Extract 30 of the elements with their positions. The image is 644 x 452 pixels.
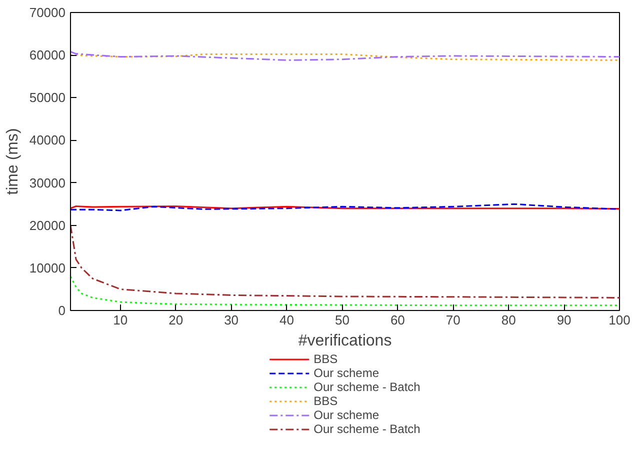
- y-axis-title: time (ms): [4, 128, 22, 195]
- y-tick-label: 60000: [29, 48, 66, 63]
- y-tick-label: 10000: [29, 260, 66, 276]
- x-tick-label: 90: [556, 312, 572, 328]
- x-tick-label: 50: [334, 312, 350, 328]
- x-tick-label: 60: [390, 312, 405, 328]
- legend-label: Our scheme - Batch: [314, 380, 420, 394]
- x-tick-label: 80: [501, 312, 516, 328]
- line-series: [70, 276, 620, 306]
- line-series: [70, 203, 620, 212]
- x-tick-label: 20: [168, 312, 184, 328]
- y-tick-label: 30000: [29, 175, 66, 190]
- x-tick-label: 100: [608, 312, 630, 328]
- legend-label: Our scheme: [314, 366, 379, 380]
- x-tick-label: 30: [224, 312, 239, 328]
- y-tick-label: 20000: [29, 218, 66, 233]
- x-tick-label: 40: [280, 312, 294, 328]
- line-series: [70, 224, 620, 298]
- line-series: [70, 50, 620, 61]
- legend-label: Our scheme - Batch: [314, 422, 420, 436]
- y-tick-label: 0: [58, 303, 66, 318]
- x-tick-label: 70: [446, 312, 460, 328]
- y-tick-label: 40000: [29, 132, 66, 148]
- y-tick-label: 70000: [29, 5, 66, 20]
- legend-label: BBS: [314, 352, 338, 366]
- x-tick-label: 10: [113, 312, 128, 328]
- legend-label: BBS: [314, 394, 338, 408]
- y-tick-label: 50000: [29, 90, 66, 106]
- x-axis-title: #verifications: [298, 332, 392, 350]
- legend-label: Our scheme: [314, 408, 379, 422]
